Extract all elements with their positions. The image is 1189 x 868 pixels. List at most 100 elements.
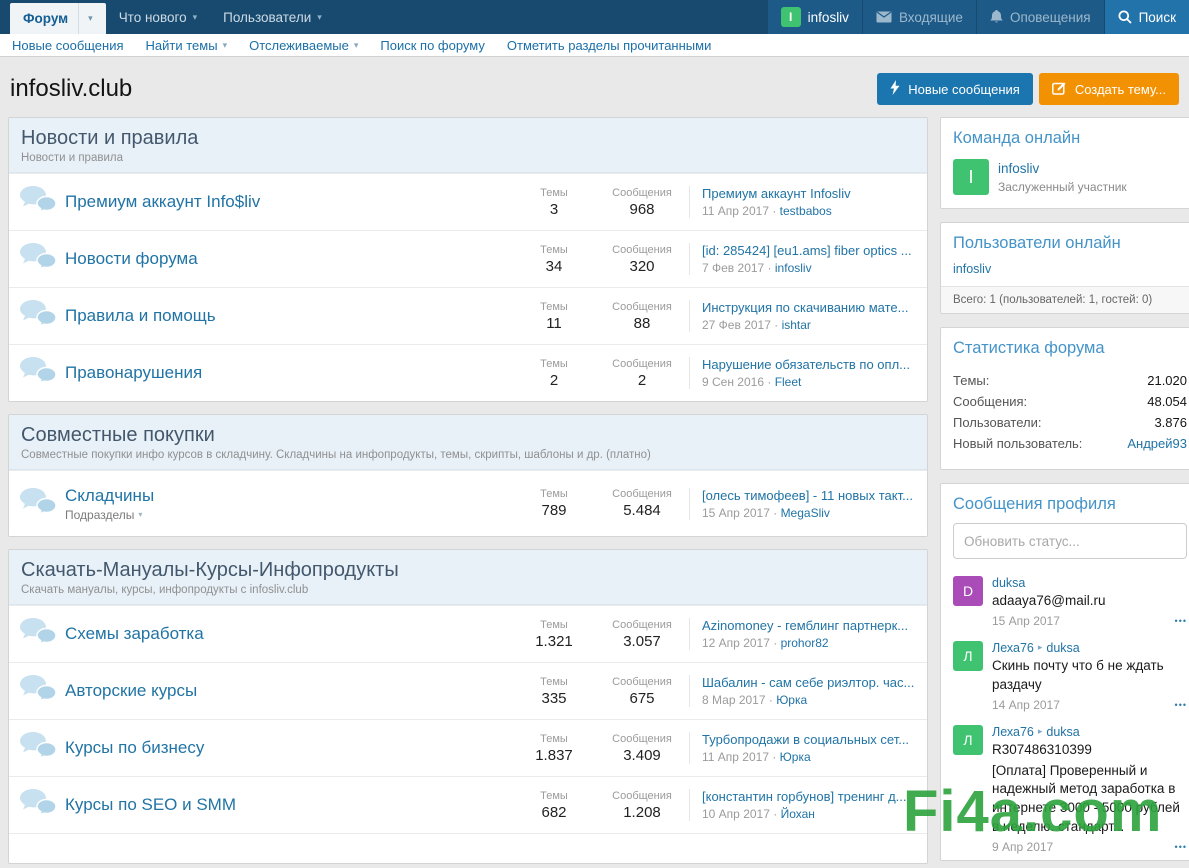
messages-label: Сообщения	[595, 790, 689, 802]
node-link[interactable]: Новости форума	[65, 249, 198, 268]
post-author-link[interactable]: duksa	[992, 576, 1025, 590]
tab-members[interactable]: Пользователи ▾	[210, 0, 335, 34]
alerts-label: Оповещения	[1010, 10, 1091, 25]
newest-member-link[interactable]: Андрей93	[1127, 436, 1187, 451]
tab-whats-new[interactable]: Что нового ▾	[106, 0, 210, 34]
latest-post-user[interactable]: MegaSliv	[781, 506, 830, 520]
inbox-button[interactable]: Входящие	[862, 0, 976, 34]
menu-dots-icon[interactable]: •••	[1175, 842, 1187, 852]
bell-icon	[990, 10, 1003, 24]
forum-node-row: Курсы по бизнесу Темы1.837 Сообщения3.40…	[9, 719, 927, 776]
chat-bubbles-icon	[19, 355, 65, 391]
latest-post-date: 8 Мар 2017	[702, 693, 776, 707]
avatar[interactable]: D	[953, 576, 983, 606]
post-author-link[interactable]: Леха76	[992, 725, 1034, 739]
node-link[interactable]: Складчины	[65, 486, 154, 505]
latest-post-link[interactable]: Премиум аккаунт Infosliv	[702, 186, 917, 201]
subnav-find-threads-label: Найти темы	[146, 38, 218, 53]
alerts-button[interactable]: Оповещения	[976, 0, 1104, 34]
stat-label: Сообщения:	[953, 394, 1027, 409]
category-title: Совместные покупки	[21, 424, 915, 447]
latest-post-date: 9 Сен 2016	[702, 375, 775, 389]
subnav-watched[interactable]: Отслеживаемые▾	[249, 38, 358, 53]
node-link[interactable]: Курсы по бизнесу	[65, 738, 204, 757]
avatar[interactable]: Л	[953, 641, 983, 671]
latest-post-link[interactable]: Инструкция по скачиванию мате...	[702, 300, 917, 315]
category-header[interactable]: Совместные покупки Совместные покупки ин…	[9, 415, 927, 470]
latest-post-link[interactable]: Azinomoney - гемблинг партнерк...	[702, 618, 917, 633]
arrow-right-icon: ▸	[1038, 642, 1043, 653]
users-online-title: Пользователи онлайн	[941, 223, 1189, 262]
node-link[interactable]: Правила и помощь	[65, 306, 216, 325]
post-author-link[interactable]: Леха76	[992, 641, 1034, 655]
search-button[interactable]: Поиск	[1104, 0, 1189, 34]
search-label: Поиск	[1139, 10, 1176, 25]
compose-icon	[1052, 81, 1067, 98]
node-messages: Сообщения320	[595, 244, 689, 275]
latest-post-user[interactable]: Fleet	[775, 375, 802, 389]
node-link[interactable]: Авторские курсы	[65, 681, 197, 700]
profile-post: Л Леха76 ▸ duksa R307486310399 [Оплата] …	[941, 718, 1189, 860]
topics-value: 789	[513, 502, 595, 519]
subnav-mark-read[interactable]: Отметить разделы прочитанными	[507, 38, 711, 53]
latest-post-user[interactable]: testbabos	[780, 204, 832, 218]
node-link[interactable]: Схемы заработка	[65, 624, 204, 643]
chevron-down-icon[interactable]: ▾	[78, 3, 93, 34]
staff-user-link[interactable]: infosliv	[998, 161, 1039, 176]
node-topics: Темы1.321	[513, 619, 595, 650]
tab-forum[interactable]: Форум ▾	[10, 3, 106, 34]
topics-label: Темы	[513, 187, 595, 199]
new-posts-button[interactable]: Новые сообщения	[877, 73, 1033, 105]
create-thread-button[interactable]: Создать тему...	[1039, 73, 1179, 105]
chat-bubbles-icon	[19, 184, 65, 220]
sub-navbar: Новые сообщения Найти темы▾ Отслеживаемы…	[0, 34, 1189, 57]
subforums-toggle[interactable]: Подразделы▾	[65, 508, 513, 522]
messages-value: 320	[595, 258, 689, 275]
latest-post-user[interactable]: ishtar	[782, 318, 811, 332]
messages-label: Сообщения	[595, 676, 689, 688]
node-latest-post: Шабалин - сам себе риэлтор. час... 8 Мар…	[689, 675, 917, 707]
subnav-search-forums[interactable]: Поиск по форуму	[380, 38, 484, 53]
subnav-new-posts[interactable]: Новые сообщения	[12, 38, 124, 53]
online-user-link[interactable]: infosliv	[953, 262, 991, 276]
node-link[interactable]: Курсы по SEO и SMM	[65, 795, 236, 814]
topics-value: 1.837	[513, 747, 595, 764]
users-online-block: Пользователи онлайн infosliv Всего: 1 (п…	[940, 222, 1189, 314]
category-header[interactable]: Новости и правила Новости и правила	[9, 118, 927, 173]
menu-dots-icon[interactable]: •••	[1175, 700, 1187, 710]
avatar[interactable]: I	[953, 159, 989, 195]
latest-post-user[interactable]: Юрка	[780, 750, 811, 764]
account-menu[interactable]: I infosliv	[767, 0, 862, 34]
latest-post-user[interactable]: Юрка	[776, 693, 807, 707]
node-link[interactable]: Правонарушения	[65, 363, 202, 382]
category-title: Скачать-Мануалы-Курсы-Инфопродукты	[21, 559, 915, 582]
staff-user-role: Заслуженный участник	[998, 180, 1127, 194]
latest-post-link[interactable]: Нарушение обязательств по опл...	[702, 357, 917, 372]
latest-post-link[interactable]: [id: 285424] [eu1.ams] fiber optics ...	[702, 243, 917, 258]
profile-post: D duksa adaaya76@mail.ru 15 Апр 2017 •••	[941, 569, 1189, 634]
post-date[interactable]: 14 Апр 2017	[992, 698, 1060, 712]
post-date[interactable]: 9 Апр 2017	[992, 840, 1053, 854]
chevron-down-icon: ▾	[138, 510, 142, 519]
latest-post-user[interactable]: infosliv	[775, 261, 812, 275]
latest-post-link[interactable]: Шабалин - сам себе риэлтор. час...	[702, 675, 917, 690]
menu-dots-icon[interactable]: •••	[1175, 616, 1187, 626]
subnav-find-threads[interactable]: Найти темы▾	[146, 38, 228, 53]
node-link[interactable]: Премиум аккаунт Info$liv	[65, 192, 260, 211]
latest-post-user[interactable]: Йохан	[781, 807, 815, 821]
latest-post-user[interactable]: prohor82	[781, 636, 829, 650]
forum-node-row: Правонарушения Темы2 Сообщения2 Нарушени…	[9, 344, 927, 401]
stat-label: Пользователи:	[953, 415, 1041, 430]
post-target-link[interactable]: duksa	[1046, 641, 1079, 655]
avatar[interactable]: Л	[953, 725, 983, 755]
post-date[interactable]: 15 Апр 2017	[992, 614, 1060, 628]
status-input[interactable]	[953, 523, 1187, 559]
latest-post-link[interactable]: [олесь тимофеев] - 11 новых такт...	[702, 488, 917, 503]
chat-bubbles-icon	[19, 241, 65, 277]
category-header[interactable]: Скачать-Мануалы-Курсы-Инфопродукты Скача…	[9, 550, 927, 605]
stat-value: 48.054	[1147, 394, 1187, 409]
latest-post-link[interactable]: [константин горбунов] тренинг д...	[702, 789, 917, 804]
subnav-mark-read-label: Отметить разделы прочитанными	[507, 38, 711, 53]
post-target-link[interactable]: duksa	[1046, 725, 1079, 739]
latest-post-link[interactable]: Турбопродажи в социальных сет...	[702, 732, 917, 747]
